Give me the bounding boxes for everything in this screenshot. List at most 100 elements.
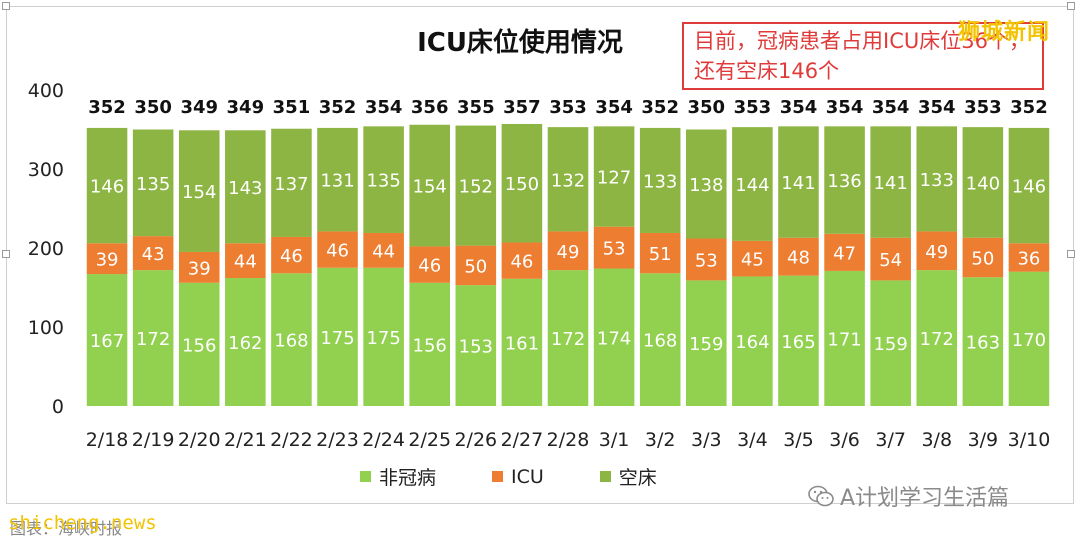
bar-segment-label: 45	[741, 250, 764, 271]
bar-segment-label: 156	[413, 335, 447, 356]
bar-segment-label: 54	[879, 250, 902, 271]
bar-segment	[317, 231, 358, 268]
wechat-account-name: A计划学习生活篇	[840, 486, 1010, 511]
bar-segment	[1008, 243, 1050, 272]
chart-title: ICU床位使用情况	[417, 28, 623, 58]
bar-segment-label: 50	[971, 248, 994, 269]
x-tick-label: 3/1	[599, 429, 630, 451]
bar-segment	[916, 231, 958, 271]
resize-handle-mid-right[interactable]	[1067, 250, 1075, 258]
bar-segment-label: 140	[966, 173, 1000, 194]
bar-segment	[639, 232, 681, 274]
bar-total-label: 354	[872, 97, 910, 118]
x-tick-label: 2/18	[86, 429, 129, 451]
bar-segment-label: 49	[557, 242, 580, 263]
bar-segment-label: 143	[228, 178, 262, 199]
bar-segment	[132, 129, 174, 237]
bar-segment	[1008, 271, 1050, 406]
legend-label-icu: ICU	[511, 465, 544, 488]
bar-segment-label: 171	[827, 329, 861, 350]
bar-segment-label: 39	[188, 258, 211, 279]
bar-total-label: 356	[411, 97, 449, 118]
bar-segment	[501, 242, 543, 279]
legend-swatch-icu	[492, 471, 504, 482]
bar-total-label: 354	[918, 97, 956, 118]
bar-segment-label: 46	[510, 252, 533, 273]
resize-handle-top-right[interactable]	[1067, 2, 1075, 10]
bar-segment-label: 50	[464, 256, 487, 277]
x-tick-label: 2/24	[362, 429, 405, 451]
bar-total-label: 350	[688, 97, 726, 118]
resize-handle-top-left[interactable]	[2, 2, 10, 10]
bar-segment-label: 161	[505, 333, 539, 354]
bar-segment	[686, 280, 727, 406]
bar-segment	[132, 270, 174, 406]
bar-segment-label: 162	[228, 333, 262, 354]
bar-segment-label: 153	[459, 337, 493, 358]
bar-total-label: 352	[319, 97, 357, 118]
x-tick-label: 2/21	[224, 429, 267, 451]
bar-segment	[824, 233, 865, 271]
bar-segment	[409, 124, 450, 247]
bar-segment-label: 154	[413, 177, 447, 198]
bar-segment	[547, 270, 589, 406]
bar-segment	[962, 127, 1004, 238]
bar-segment	[317, 267, 358, 406]
bar-segment-label: 163	[966, 333, 1000, 354]
bar-total-label: 353	[549, 97, 587, 118]
x-tick-label: 3/5	[783, 429, 814, 451]
bar-segment-label: 156	[182, 335, 216, 356]
bar-segment	[916, 126, 958, 232]
bar-total-label: 352	[88, 97, 126, 118]
footer-source: shicheng.news	[8, 512, 157, 534]
bar-segment-label: 36	[1017, 248, 1040, 269]
bar-segment-label: 131	[320, 171, 354, 192]
bar-segment	[639, 273, 681, 406]
bar-segment-label: 136	[827, 171, 861, 192]
bar-segment	[271, 273, 312, 406]
bar-segment	[962, 277, 1004, 406]
x-tick-label: 2/23	[316, 429, 359, 451]
bar-segment	[178, 130, 220, 252]
bar-segment-label: 164	[735, 332, 769, 353]
bar-segment	[86, 243, 128, 275]
legend-item-non-covid: 非冠病	[360, 463, 436, 490]
bar-total-label: 352	[641, 97, 679, 118]
bar-segment-label: 39	[96, 250, 119, 271]
bar-segment	[409, 246, 450, 283]
bar-segment	[132, 236, 174, 271]
bar-segment	[501, 123, 543, 243]
x-tick-label: 2/26	[454, 429, 497, 451]
bar-total-label: 353	[964, 97, 1002, 118]
bar-segment	[455, 285, 497, 406]
bar-segment-label: 43	[142, 244, 165, 265]
bar-segment-label: 53	[603, 239, 626, 260]
x-tick-label: 2/22	[270, 429, 313, 451]
watermark-top: 狮城新闻	[958, 20, 1051, 45]
y-tick-label: 0	[52, 396, 64, 418]
bar-segment-label: 159	[873, 334, 907, 355]
bar-segment-label: 47	[833, 243, 856, 264]
bar-segment	[363, 267, 404, 406]
x-tick-label: 3/9	[968, 429, 999, 451]
chart-legend: 非冠病 ICU 空床	[360, 463, 657, 490]
bar-segment-label: 165	[781, 332, 815, 353]
legend-label-empty: 空床	[618, 467, 657, 489]
x-tick-label: 2/27	[501, 429, 544, 451]
bar-segment-label: 127	[597, 168, 631, 189]
x-tick-label: 2/19	[132, 429, 175, 451]
bar-segment-label: 46	[326, 241, 349, 262]
y-tick-label: 400	[28, 80, 64, 102]
bar-total-label: 355	[457, 97, 495, 118]
resize-handle-mid-left[interactable]	[2, 250, 10, 258]
bar-segment-label: 44	[372, 241, 395, 262]
bar-segment	[593, 268, 635, 406]
bar-segment	[593, 226, 635, 269]
legend-swatch-non-covid	[360, 471, 371, 482]
bar-segment	[916, 270, 958, 406]
bar-total-label: 350	[134, 97, 172, 118]
callout-box: 目前，冠病患者占用ICU床位36个，还有空床146个	[682, 22, 1044, 90]
bar-segment-label: 144	[735, 175, 769, 196]
bar-segment	[778, 126, 819, 238]
bar-segment-label: 135	[136, 174, 170, 195]
